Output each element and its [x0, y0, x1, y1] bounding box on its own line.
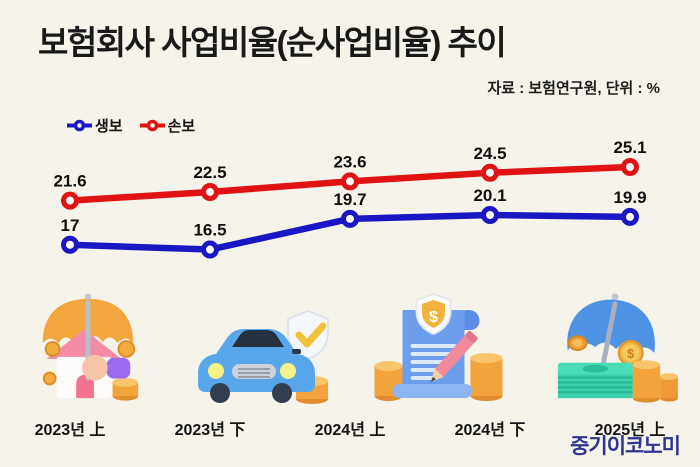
icon-cell-3: $: [350, 288, 525, 408]
x-axis-label-3: 2024년 上: [314, 422, 386, 439]
illustration-row: $ $: [0, 280, 700, 408]
document-shield-icon: $: [374, 292, 502, 401]
icon-cell-1: [0, 290, 175, 408]
data-label: 24.5: [473, 144, 506, 163]
line-marker-icon: [139, 119, 165, 132]
data-label: 25.1: [613, 138, 646, 157]
umbrella-money-icon: $: [557, 293, 678, 403]
data-point: [61, 191, 79, 210]
data-point: [341, 172, 359, 191]
icon-cell-2: [175, 293, 350, 408]
x-axis-label-2: 2023년 下: [174, 422, 246, 439]
data-point: [341, 209, 359, 228]
line-marker-icon: [67, 119, 92, 132]
data-label: 19.7: [333, 190, 366, 209]
legend-item-life: 생보: [66, 115, 123, 136]
chart-legend: 생보 손보: [66, 115, 195, 136]
line-chart: 17 16.5 19.7 20.1 19.9 21.6 22.5 23.6 24.5 25.1: [53, 138, 647, 259]
x-axis-label-1: 2023년 上: [34, 422, 106, 439]
data-point: [481, 163, 499, 182]
legend-dot: [146, 119, 158, 132]
legend-dot: [73, 119, 86, 132]
data-point: [621, 158, 639, 176]
svg-text:$: $: [627, 346, 634, 361]
data-point: [201, 240, 219, 259]
data-label: 23.6: [333, 152, 366, 171]
x-axis-label-5: 2025년 上: [594, 422, 666, 439]
publisher-logo: 중기이코노미: [570, 435, 681, 458]
x-axis-label-4: 2024년 下: [454, 422, 526, 439]
data-point: [201, 182, 219, 201]
svg-text:$: $: [429, 309, 438, 326]
data-point: [61, 235, 79, 254]
data-label: 17: [61, 216, 80, 235]
legend-label-nonlife: 손보: [167, 118, 196, 135]
data-point: [481, 206, 499, 224]
car-shield-icon: [197, 309, 329, 404]
data-label: 19.9: [613, 188, 646, 207]
source-note: 자료 : 보험연구원, 단위 : %: [487, 80, 660, 97]
data-label: 22.5: [193, 163, 226, 182]
data-label: 21.6: [53, 172, 86, 191]
icon-cell-4: $: [525, 290, 700, 408]
x-axis-labels: 2023년 上 2023년 下 2024년 上 2024년 下 2025년 上: [0, 416, 700, 440]
data-label: 20.1: [473, 186, 506, 205]
legend-item-nonlife: 손보: [139, 115, 196, 136]
data-point: [621, 207, 639, 226]
data-label: 16.5: [193, 221, 226, 240]
legend-label-life: 생보: [95, 118, 123, 135]
umbrella-house-icon: [42, 293, 138, 401]
page-title: 보험회사 사업비율(순사업비율) 추이: [38, 24, 507, 61]
